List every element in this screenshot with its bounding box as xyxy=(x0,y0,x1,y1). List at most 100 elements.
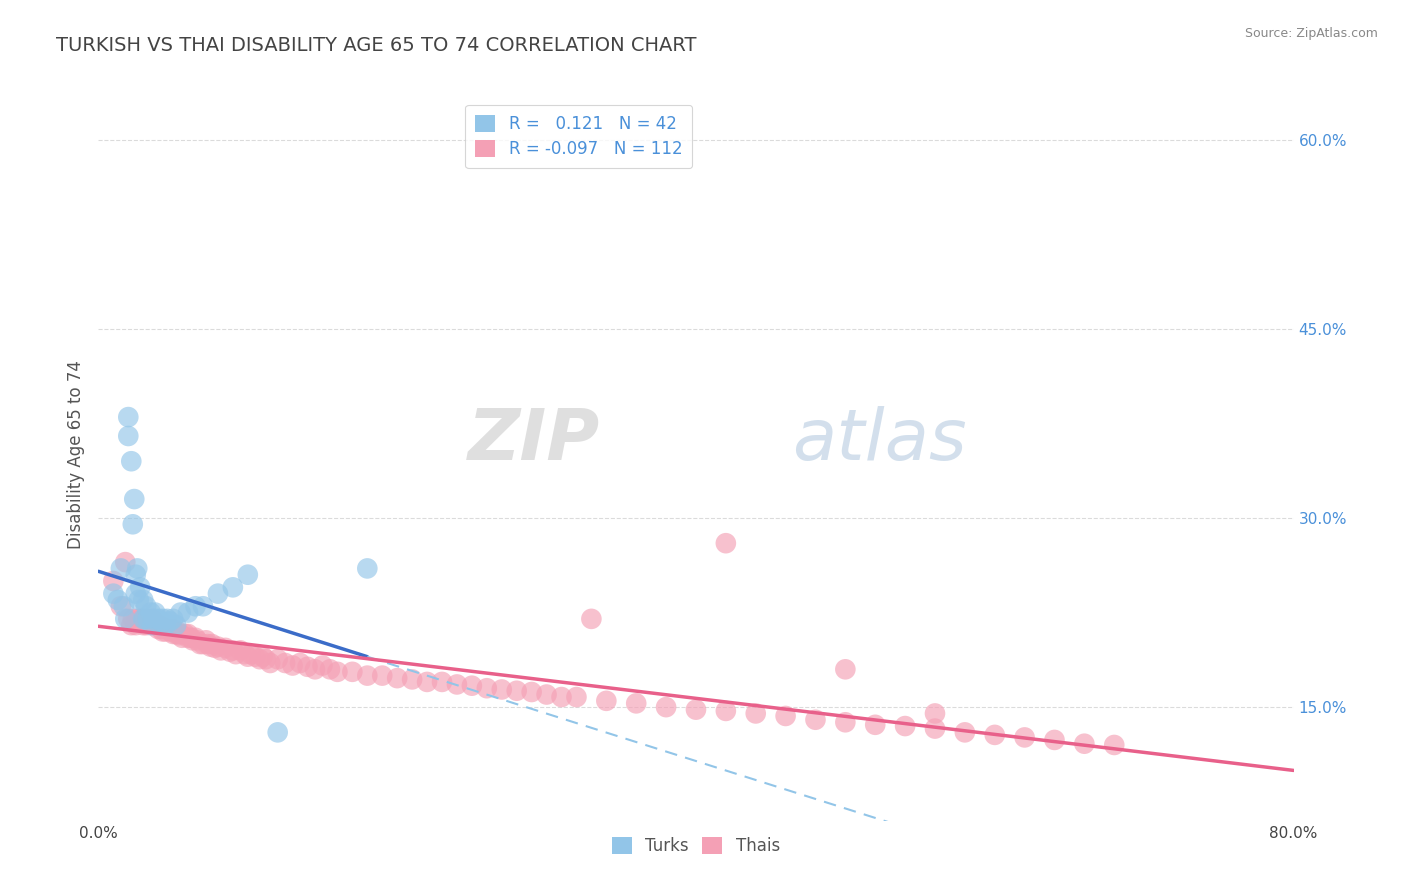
Point xyxy=(120,618,142,632)
Point xyxy=(222,580,245,594)
Point xyxy=(135,599,157,614)
Point xyxy=(655,700,678,714)
Point xyxy=(152,612,174,626)
Text: atlas: atlas xyxy=(792,406,966,475)
Point xyxy=(166,624,188,639)
Point xyxy=(536,688,558,702)
Point xyxy=(595,694,617,708)
Point xyxy=(416,674,439,689)
Point xyxy=(311,658,333,673)
Point xyxy=(149,618,172,632)
Point xyxy=(172,631,194,645)
Point xyxy=(207,587,229,601)
Point xyxy=(167,628,190,642)
Point xyxy=(143,606,166,620)
Point xyxy=(245,649,267,664)
Point xyxy=(356,668,378,682)
Point xyxy=(1104,738,1126,752)
Point xyxy=(191,599,214,614)
Legend: Turks, Thais: Turks, Thais xyxy=(603,829,789,863)
Point xyxy=(197,637,219,651)
Point xyxy=(775,709,797,723)
Point xyxy=(304,662,326,676)
Point xyxy=(177,606,200,620)
Point xyxy=(132,593,155,607)
Point xyxy=(274,656,297,670)
Point xyxy=(834,715,856,730)
Point xyxy=(125,618,148,632)
Point xyxy=(281,658,304,673)
Point xyxy=(267,725,290,739)
Point xyxy=(149,618,172,632)
Point xyxy=(156,622,179,636)
Point xyxy=(520,685,543,699)
Point xyxy=(110,561,132,575)
Point xyxy=(128,593,150,607)
Point xyxy=(162,627,184,641)
Point xyxy=(142,612,165,626)
Text: Source: ZipAtlas.com: Source: ZipAtlas.com xyxy=(1244,27,1378,40)
Point xyxy=(714,536,737,550)
Point xyxy=(117,612,139,626)
Point xyxy=(121,517,143,532)
Point xyxy=(177,631,200,645)
Point xyxy=(430,674,453,689)
Point xyxy=(236,649,259,664)
Point xyxy=(319,662,342,676)
Point xyxy=(565,690,588,704)
Point xyxy=(924,722,946,736)
Point xyxy=(924,706,946,721)
Point xyxy=(153,621,176,635)
Point xyxy=(491,682,513,697)
Point xyxy=(804,713,827,727)
Point xyxy=(195,633,218,648)
Point xyxy=(117,429,139,443)
Point xyxy=(177,627,200,641)
Point xyxy=(132,612,155,626)
Point xyxy=(165,618,187,632)
Point xyxy=(142,615,165,629)
Point xyxy=(132,618,155,632)
Point xyxy=(136,612,159,626)
Point xyxy=(129,580,152,594)
Point xyxy=(114,555,136,569)
Point xyxy=(834,662,856,676)
Point xyxy=(219,645,242,659)
Point xyxy=(1073,737,1095,751)
Point xyxy=(371,668,394,682)
Point xyxy=(222,643,245,657)
Point xyxy=(225,647,247,661)
Point xyxy=(141,612,163,626)
Point xyxy=(148,618,170,632)
Point xyxy=(385,671,409,685)
Point xyxy=(259,656,281,670)
Point xyxy=(581,612,603,626)
Point xyxy=(138,615,160,629)
Point xyxy=(239,647,262,661)
Point xyxy=(446,677,468,691)
Point xyxy=(506,683,529,698)
Point xyxy=(180,631,202,645)
Point xyxy=(254,652,277,666)
Point xyxy=(201,637,224,651)
Point xyxy=(103,587,125,601)
Point xyxy=(103,574,125,588)
Point xyxy=(326,665,349,679)
Point xyxy=(267,652,290,666)
Point xyxy=(461,679,484,693)
Point xyxy=(745,706,768,721)
Point xyxy=(865,718,887,732)
Point xyxy=(207,640,229,654)
Point xyxy=(356,561,378,575)
Point xyxy=(112,599,135,614)
Point xyxy=(143,618,166,632)
Point xyxy=(214,640,236,655)
Point xyxy=(475,681,498,696)
Point xyxy=(184,599,207,614)
Point xyxy=(156,612,179,626)
Y-axis label: Disability Age 65 to 74: Disability Age 65 to 74 xyxy=(66,360,84,549)
Point xyxy=(162,612,184,626)
Point xyxy=(288,656,311,670)
Point xyxy=(165,627,187,641)
Point xyxy=(135,618,157,632)
